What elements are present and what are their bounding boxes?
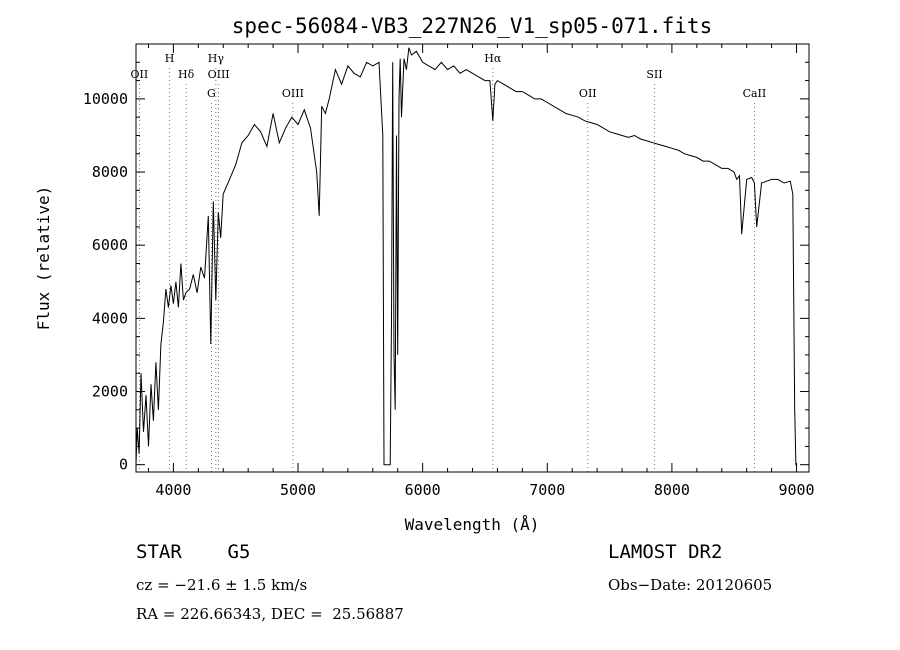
redshift-velocity: cz = −21.6 ± 1.5 km/s: [136, 576, 308, 594]
x-tick-label: 7000: [529, 481, 565, 499]
x-tick-label: 8000: [654, 481, 690, 499]
x-axis-ticks: 4000 5000 6000 7000 8000 9000: [147, 44, 815, 499]
object-class: STAR G5: [136, 541, 251, 563]
coordinates: RA = 226.66343, DEC = 25.56887: [136, 605, 404, 623]
y-tick-label: 6000: [92, 236, 128, 254]
line-marker-label: OII: [131, 68, 149, 81]
emission-line-markers: [138, 68, 755, 472]
line-marker-label: Hδ: [178, 68, 195, 81]
y-tick-label: 2000: [92, 383, 128, 401]
line-marker-label: H: [165, 52, 175, 65]
x-tick-label: 9000: [778, 481, 814, 499]
line-marker-label: OIII: [282, 87, 304, 100]
x-tick-label: 5000: [280, 481, 316, 499]
line-marker-label: SII: [646, 68, 662, 81]
y-tick-label: 4000: [92, 309, 128, 327]
survey-name: LAMOST DR2: [608, 541, 723, 563]
line-marker-label: OII: [579, 87, 597, 100]
y-axis-ticks: 0 2000 4000 6000 8000 10000: [83, 61, 809, 474]
y-tick-label: 10000: [83, 90, 128, 108]
line-marker-label: Hγ: [208, 52, 225, 65]
emission-line-labels: OII HHδ Hγ G OIII OIII Hα OII SII CaII: [131, 52, 767, 100]
x-tick-label: 6000: [405, 481, 441, 499]
y-tick-label: 0: [119, 456, 128, 474]
y-axis-label: Flux (relative): [34, 186, 53, 331]
spectrum-flux-line: [135, 47, 797, 466]
line-marker-label: Hα: [484, 52, 502, 65]
line-marker-label: CaII: [743, 87, 767, 100]
x-tick-label: 4000: [155, 481, 191, 499]
chart-title: spec-56084-VB3_227N26_V1_sp05-071.fits: [232, 14, 712, 38]
line-marker-label: G: [207, 87, 216, 100]
plot-frame: [135, 43, 810, 473]
y-tick-label: 8000: [92, 163, 128, 181]
x-axis-label: Wavelength (Å): [405, 515, 540, 534]
line-marker-label: OIII: [208, 68, 230, 81]
observation-date: Obs−Date: 20120605: [608, 576, 773, 594]
